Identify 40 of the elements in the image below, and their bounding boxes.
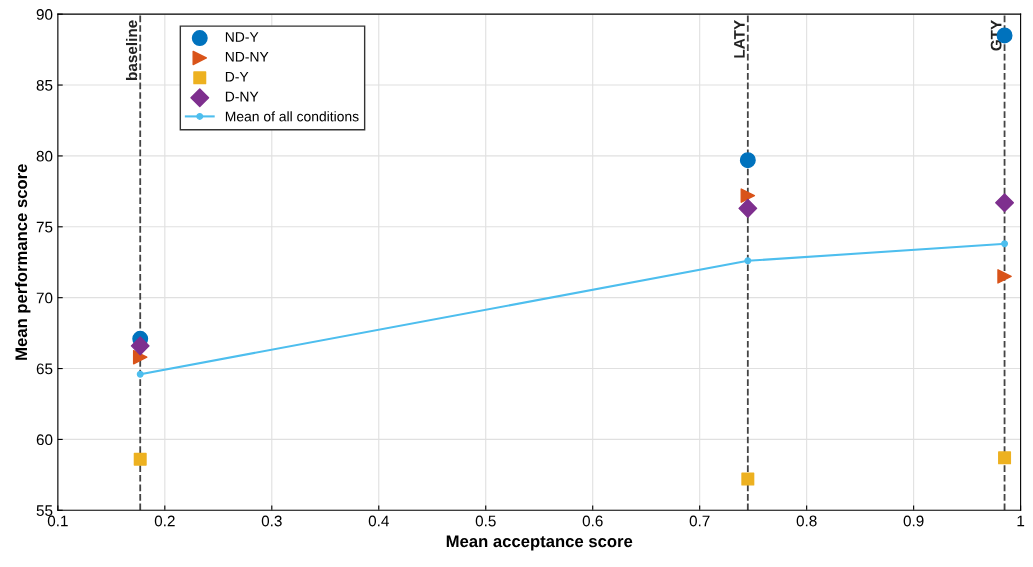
point	[739, 152, 756, 169]
x-tick-label: 0.1	[47, 515, 68, 527]
point	[744, 257, 752, 265]
point	[741, 472, 755, 486]
legend-label: ND-NY	[225, 52, 269, 62]
ref-line-label: baseline	[125, 20, 138, 80]
point	[133, 452, 147, 466]
point	[995, 193, 1015, 213]
y-tick-label: 85	[36, 79, 53, 91]
x-axis-title: Mean acceptance score	[446, 535, 633, 551]
point	[738, 198, 758, 218]
point	[136, 370, 144, 378]
x-tick-label: 1	[1017, 515, 1025, 527]
legend-label: ND-Y	[225, 32, 259, 42]
point	[130, 336, 150, 356]
point	[997, 269, 1012, 284]
x-tick-label: 0.4	[368, 515, 389, 527]
x-tick-label: 0.2	[154, 515, 175, 527]
point	[740, 188, 756, 203]
legend-label: Mean of all conditions	[225, 111, 359, 122]
point	[132, 349, 148, 365]
point	[1001, 240, 1009, 248]
y-tick-label: 90	[36, 9, 53, 20]
y-tick-label: 70	[36, 292, 53, 304]
x-tick-label: 0.9	[903, 515, 924, 527]
ref-line-label: LATY	[734, 20, 745, 58]
legend-label: D-Y	[225, 71, 249, 82]
y-tick-label: 65	[36, 363, 53, 375]
x-tick-label: 0.3	[261, 515, 282, 527]
y-tick-label: 75	[36, 221, 53, 233]
x-tick-label: 0.8	[796, 515, 817, 527]
x-tick-label: 0.5	[475, 515, 496, 527]
x-tick-label: 0.6	[582, 515, 603, 527]
legend-label: D-NY	[225, 91, 259, 102]
y-tick-label: 80	[36, 150, 53, 162]
y-tick-label: 55	[36, 505, 53, 516]
y-axis-title: Mean performance score	[14, 164, 31, 360]
y-tick-label: 60	[36, 434, 53, 446]
x-tick-label: 0.7	[689, 515, 710, 527]
point	[998, 451, 1012, 465]
